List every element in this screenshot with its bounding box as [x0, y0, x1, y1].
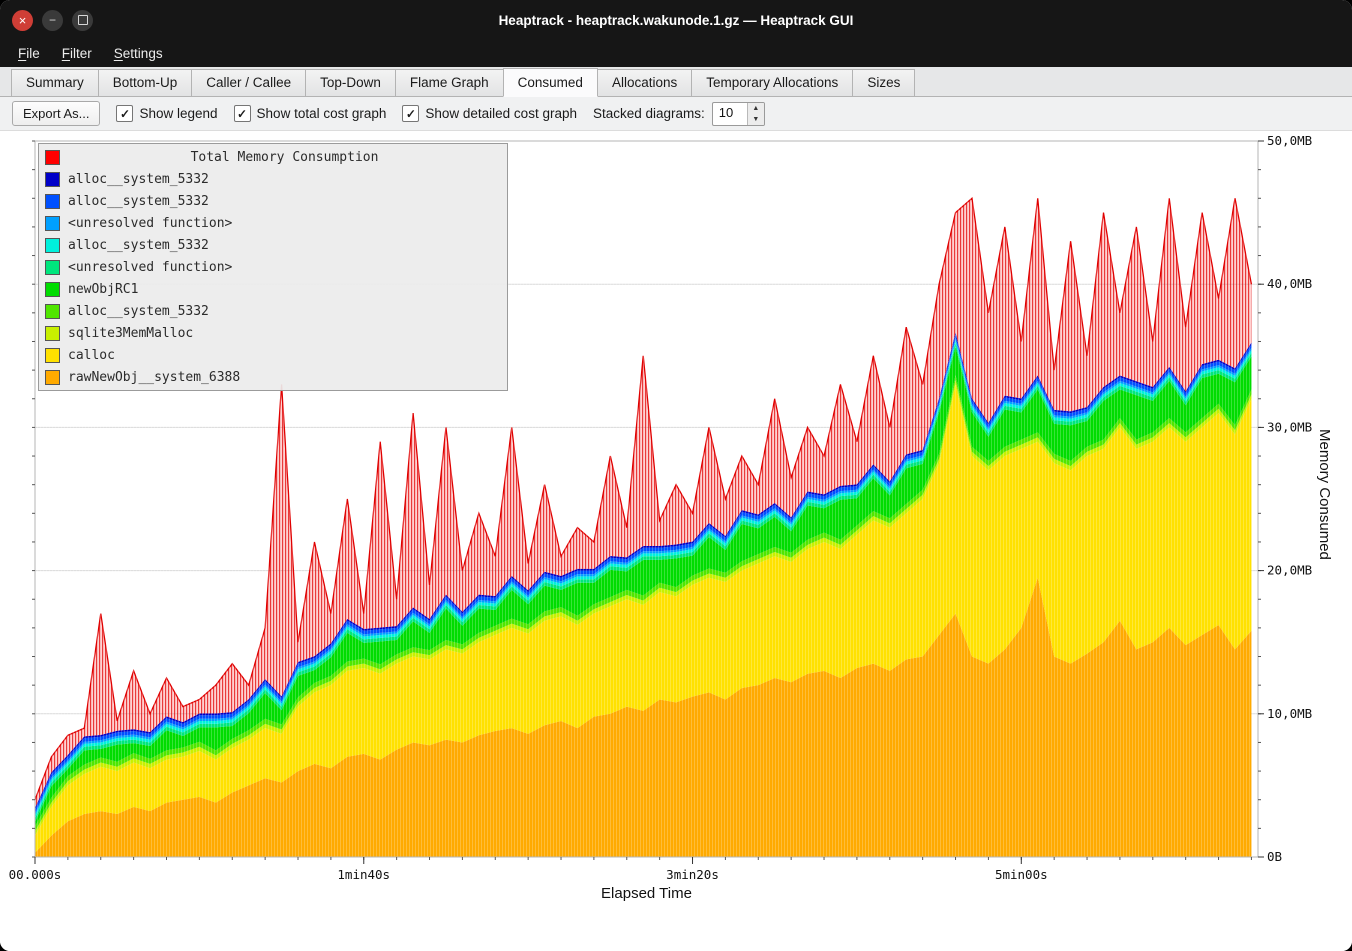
- legend-title: Total Memory Consumption: [190, 149, 379, 165]
- tab-sizes[interactable]: Sizes: [852, 69, 916, 96]
- tab-temporary-allocations[interactable]: Temporary Allocations: [691, 69, 854, 96]
- legend-item-label: alloc__system_5332: [68, 303, 209, 319]
- checkbox-show-total-cost-graph[interactable]: ✓ Show total cost graph: [233, 105, 387, 122]
- y-tick-label: 30,0MB: [1267, 419, 1312, 434]
- menu-file[interactable]: File: [18, 46, 40, 61]
- legend-item: rawNewObj__system_6388: [39, 366, 507, 388]
- y-tick-label: 20,0MB: [1267, 563, 1312, 578]
- legend-swatch: [45, 369, 60, 385]
- y-tick-label: 0B: [1267, 849, 1282, 864]
- legend-item: alloc__system_5332: [39, 190, 507, 212]
- legend-item: alloc__system_5332: [39, 234, 507, 256]
- checkbox-show-legend[interactable]: ✓ Show legend: [116, 105, 218, 122]
- legend-item-label: alloc__system_5332: [68, 171, 209, 187]
- toolbar: Export As... ✓ Show legend ✓ Show total cos…: [0, 97, 1352, 131]
- menu-filter[interactable]: Filter: [61, 46, 92, 61]
- legend-item-label: <unresolved function>: [68, 259, 233, 275]
- plot-frame: [34, 140, 1259, 858]
- y-tick-label: 50,0MB: [1267, 133, 1312, 148]
- checkbox-label: Show legend: [139, 106, 218, 121]
- legend-item: alloc__system_5332: [39, 168, 507, 190]
- close-button[interactable]: ×: [12, 9, 33, 31]
- legend-item-label: calloc: [68, 347, 115, 363]
- legend-swatch: [45, 281, 60, 297]
- tab-top-down[interactable]: Top-Down: [305, 69, 396, 96]
- menubar: File Filter Settings: [0, 40, 1352, 67]
- legend-swatch: [45, 193, 60, 209]
- y-tick-label: 10,0MB: [1267, 706, 1312, 721]
- menu-settings[interactable]: Settings: [113, 46, 163, 61]
- checkbox-group: ✓ Show legend ✓ Show total cost graph ✓ Show …: [116, 105, 577, 122]
- x-tick-label: 1min40s: [337, 867, 390, 882]
- legend-swatch: [45, 149, 60, 165]
- checkbox-box[interactable]: ✓: [402, 105, 420, 122]
- x-tick-label: 5min00s: [995, 867, 1048, 882]
- legend-item-label: sqlite3MemMalloc: [68, 325, 194, 341]
- legend-swatch: [45, 259, 60, 275]
- checkbox-box[interactable]: ✓: [116, 105, 134, 122]
- checkbox-box[interactable]: ✓: [233, 105, 251, 122]
- legend-swatch: [45, 171, 60, 187]
- stacked-diagrams-label: Stacked diagrams:: [592, 106, 705, 121]
- legend-item: sqlite3MemMalloc: [39, 322, 507, 344]
- window-title: Heaptrack - heaptrack.wakunode.1.gz — He…: [498, 12, 854, 28]
- chart-legend: Total Memory Consumption alloc__system_53…: [38, 143, 508, 391]
- legend-swatch: [45, 303, 60, 319]
- legend-item-label: <unresolved function>: [68, 215, 233, 231]
- export-as-button[interactable]: Export As...: [12, 101, 101, 126]
- minimize-button[interactable]: −: [42, 9, 63, 31]
- checkbox-label: Show total cost graph: [256, 106, 387, 121]
- spinbox-down-icon[interactable]: ▼: [752, 115, 760, 123]
- x-tick-label: 00.000s: [9, 867, 62, 882]
- tab-bar: Summary Bottom-Up Caller / Callee Top-Down F…: [0, 67, 1352, 97]
- legend-item: <unresolved function>: [39, 256, 507, 278]
- checkbox-show-detailed-cost-graph[interactable]: ✓ Show detailed cost graph: [402, 105, 577, 122]
- titlebar[interactable]: × − Heaptrack - heaptrack.wakunode.1.gz …: [0, 0, 1352, 40]
- y-axis-title: Memory Consumed: [1316, 428, 1333, 560]
- window-buttons: × −: [12, 0, 93, 40]
- stacked-diagrams-spinbox[interactable]: 10 ▲ ▼: [711, 101, 765, 126]
- tab-consumed[interactable]: Consumed: [502, 68, 598, 97]
- checkbox-label: Show detailed cost graph: [425, 106, 577, 121]
- tab-flame-graph[interactable]: Flame Graph: [394, 69, 504, 96]
- tab-summary[interactable]: Summary: [11, 69, 99, 96]
- legend-item: alloc__system_5332: [39, 300, 507, 322]
- stacked-diagrams-group: Stacked diagrams: 10 ▲ ▼: [592, 101, 765, 126]
- legend-swatch: [45, 325, 60, 341]
- legend-item-label: rawNewObj__system_6388: [68, 369, 241, 385]
- legend-title-row: Total Memory Consumption: [39, 146, 507, 168]
- tab-caller-callee[interactable]: Caller / Callee: [191, 69, 307, 96]
- spinbox-value[interactable]: 10: [718, 104, 734, 120]
- x-tick-label: 3min20s: [666, 867, 719, 882]
- y-tick-label: 40,0MB: [1267, 276, 1312, 291]
- legend-item-label: alloc__system_5332: [68, 193, 209, 209]
- legend-item: newObjRC1: [39, 278, 507, 300]
- tab-allocations[interactable]: Allocations: [596, 69, 693, 96]
- x-axis-title: Elapsed Time: [601, 885, 692, 902]
- legend-item: <unresolved function>: [39, 212, 507, 234]
- legend-swatch: [45, 347, 60, 363]
- spinbox-arrows: ▲ ▼: [746, 102, 764, 125]
- legend-swatch: [45, 215, 60, 231]
- tab-bottom-up[interactable]: Bottom-Up: [97, 69, 193, 96]
- legend-swatch: [45, 237, 60, 253]
- legend-item-label: newObjRC1: [68, 281, 139, 297]
- legend-item: calloc: [39, 344, 507, 366]
- legend-item-label: alloc__system_5332: [68, 237, 209, 253]
- chart-area: 00.000s 1min40s 3min20s 5min00s 0B 10,0MB 20,0…: [0, 131, 1352, 951]
- spinbox-up-icon[interactable]: ▲: [752, 104, 760, 112]
- maximize-button[interactable]: [72, 9, 93, 31]
- maximize-icon: [77, 15, 88, 25]
